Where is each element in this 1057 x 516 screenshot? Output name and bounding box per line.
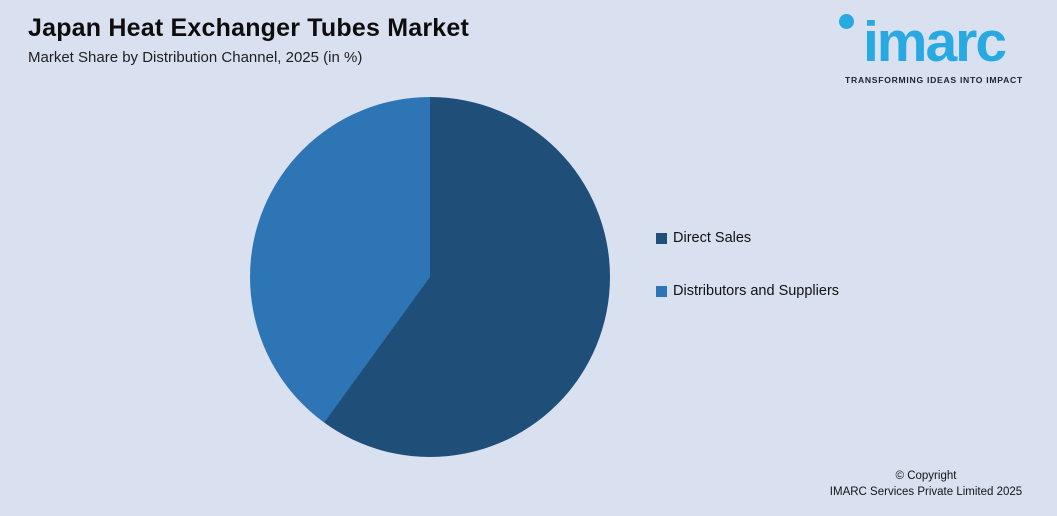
copyright-line1: © Copyright bbox=[895, 469, 957, 482]
copyright-notice: © Copyright IMARC Services Private Limit… bbox=[811, 468, 1041, 500]
legend-item-distributors-suppliers: Distributors and Suppliers bbox=[656, 283, 839, 299]
logo-tagline: TRANSFORMING IDEAS INTO IMPACT bbox=[845, 75, 1023, 85]
legend-item-direct-sales: Direct Sales bbox=[656, 230, 839, 246]
copyright-line2: IMARC Services Private Limited 2025 bbox=[829, 485, 1023, 498]
legend-marker bbox=[656, 232, 667, 244]
legend-label: Distributors and Suppliers bbox=[673, 283, 840, 299]
chart-subtitle: Market Share by Distribution Channel, 20… bbox=[28, 49, 363, 66]
legend-label: Direct Sales bbox=[673, 230, 752, 246]
chart-header: Japan Heat Exchanger Tubes Market Market… bbox=[28, 14, 469, 66]
imarc-logo: imarc TRANSFORMING IDEAS INTO IMPACT bbox=[829, 8, 1039, 85]
logo-wordmark: imarc bbox=[862, 10, 1007, 74]
legend-marker bbox=[656, 285, 667, 297]
chart-legend: Direct Sales Distributors and Suppliers bbox=[656, 230, 839, 299]
pie-chart bbox=[250, 97, 610, 457]
logo-dot-icon bbox=[839, 14, 854, 29]
page-title: Japan Heat Exchanger Tubes Market bbox=[28, 14, 470, 42]
